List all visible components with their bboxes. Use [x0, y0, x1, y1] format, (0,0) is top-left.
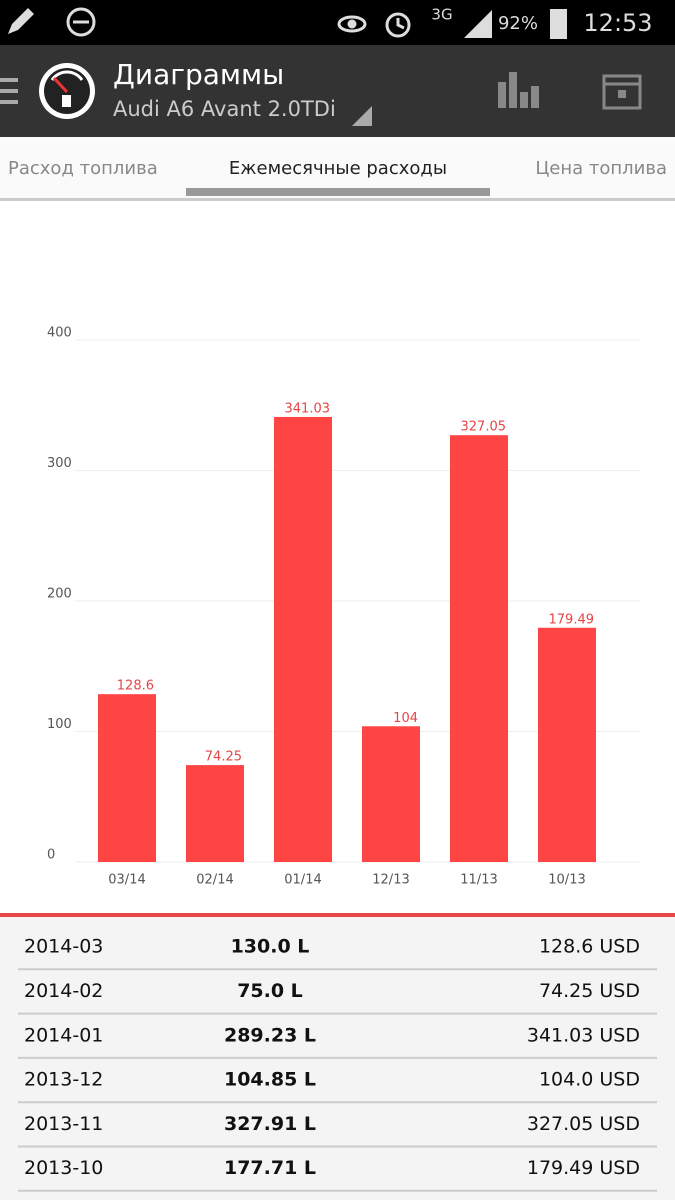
- x-tick-label: 11/13: [460, 873, 497, 888]
- y-tick-label: 400: [47, 326, 72, 341]
- row-date: 2014-02: [24, 980, 103, 1002]
- clock: 12:53: [583, 9, 652, 37]
- calendar-button[interactable]: [602, 74, 642, 110]
- bar: [186, 765, 244, 862]
- row-volume: 104.85 L: [224, 1069, 316, 1091]
- row-volume: 75.0 L: [237, 980, 303, 1002]
- row-volume: 289.23 L: [224, 1024, 316, 1046]
- row-cost: 179.49 USD: [527, 1157, 640, 1179]
- row-volume: 130.0 L: [231, 936, 310, 958]
- row-date: 2014-01: [24, 1024, 103, 1046]
- tab-selected[interactable]: Ежемесячные расходы: [229, 158, 447, 179]
- bar: [362, 726, 420, 862]
- row-cost: 104.0 USD: [539, 1069, 640, 1091]
- row-cost: 128.6 USD: [539, 936, 640, 958]
- tab[interactable]: Цена топлива: [535, 158, 667, 179]
- row-volume: 177.71 L: [224, 1157, 316, 1179]
- x-tick-label: 03/14: [108, 873, 145, 888]
- x-tick-label: 02/14: [196, 873, 233, 888]
- network-type: 3G: [431, 6, 452, 24]
- dropdown-indicator[interactable]: [352, 106, 372, 126]
- data-label: 128.6: [117, 679, 154, 694]
- status-bar: [0, 0, 675, 45]
- chart-divider: [0, 913, 675, 917]
- y-tick-label: 100: [47, 717, 72, 732]
- row-date: 2013-11: [24, 1113, 103, 1135]
- x-tick-label: 01/14: [284, 873, 321, 888]
- row-date: 2014-03: [24, 936, 103, 958]
- x-tick-label: 12/13: [372, 873, 409, 888]
- data-label: 104: [393, 711, 418, 726]
- bar: [274, 416, 332, 862]
- y-tick-label: 200: [47, 587, 72, 602]
- menu-button[interactable]: [0, 78, 18, 104]
- bar: [538, 627, 596, 862]
- row-date: 2013-10: [24, 1157, 103, 1179]
- bar: [450, 435, 508, 862]
- chart-view-button[interactable]: [498, 72, 539, 108]
- app-title: Диаграммы: [113, 58, 284, 91]
- bar: [98, 694, 156, 862]
- data-label: 179.49: [549, 612, 595, 627]
- y-tick-label: 0: [47, 848, 55, 863]
- row-volume: 327.91 L: [224, 1113, 316, 1135]
- tab[interactable]: Расход топлива: [8, 158, 158, 179]
- y-tick-label: 300: [47, 456, 72, 471]
- notification-icons: [8, 7, 567, 39]
- row-date: 2013-12: [24, 1069, 103, 1091]
- data-label: 74.25: [205, 750, 242, 765]
- data-label: 341.03: [285, 401, 331, 416]
- app-icon: [39, 63, 95, 119]
- app-bar: [0, 45, 675, 137]
- vehicle-selector[interactable]: Audi A6 Avant 2.0TDi: [113, 97, 336, 121]
- row-cost: 341.03 USD: [527, 1024, 640, 1046]
- battery-level: 92%: [498, 13, 538, 34]
- data-label: 327.05: [461, 420, 507, 435]
- tab-indicator: [186, 188, 490, 196]
- row-cost: 327.05 USD: [527, 1113, 640, 1135]
- row-cost: 74.25 USD: [539, 980, 640, 1002]
- tab-divider: [0, 198, 675, 201]
- x-tick-label: 10/13: [548, 873, 585, 888]
